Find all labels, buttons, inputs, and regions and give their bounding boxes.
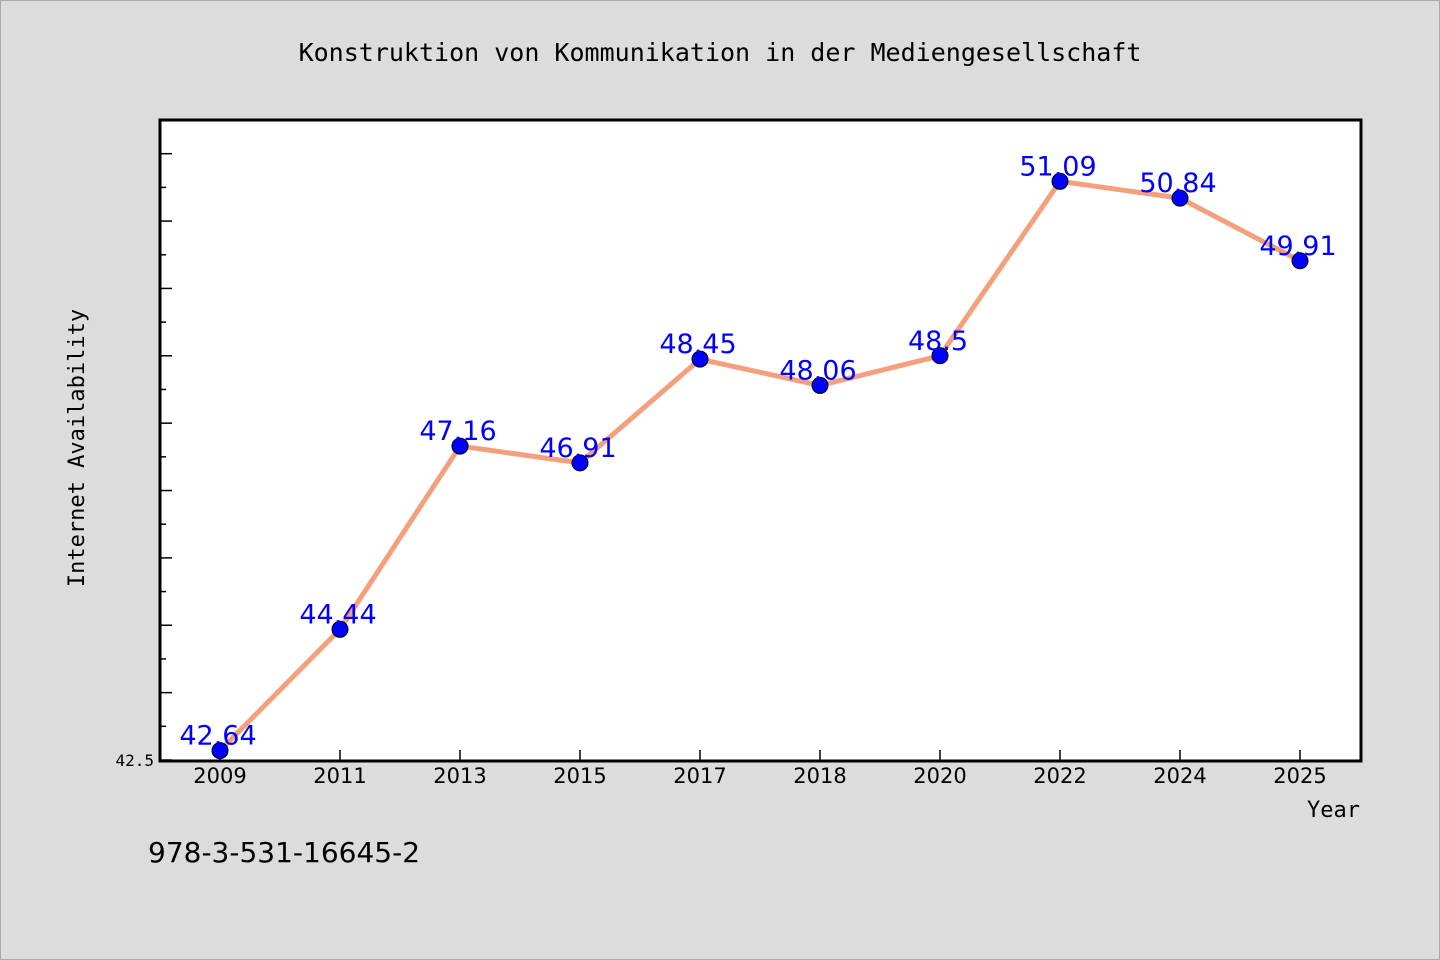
data-point (1051, 172, 1069, 190)
x-tick-label: 2015 (553, 764, 606, 788)
data-label: 42.64 (179, 721, 256, 752)
x-axis-title: Year (1307, 798, 1360, 823)
data-labels: 42.64 44.44 47.16 46.91 48.45 48.06 48.5 51.09 5… (179, 151, 1336, 751)
y-axis-title: Internet Availability (65, 309, 90, 587)
data-label: 48.06 (779, 355, 856, 386)
x-tick-label: 2018 (793, 764, 846, 788)
footer-isbn: 978-3-531-16645-2 (148, 836, 420, 869)
series-line (217, 178, 1303, 754)
x-tick-label: 2020 (913, 764, 966, 788)
data-point (691, 350, 709, 368)
data-label: 48.5 (908, 326, 968, 357)
data-point (1171, 189, 1189, 207)
y-axis-min-label: 42.5 (115, 751, 154, 770)
data-label: 46.91 (539, 433, 616, 464)
data-point (331, 620, 349, 638)
data-markers (211, 172, 1309, 760)
x-tick-label: 2025 (1273, 764, 1326, 788)
x-axis-ticks: 2009 2011 2013 2015 2017 2018 2020 2022 2024 2025 (193, 750, 1327, 788)
chart-title: Konstruktion von Kommunikation in der Me… (299, 38, 1142, 67)
x-tick-label: 2013 (433, 764, 486, 788)
data-label: 44.44 (299, 599, 376, 630)
data-label: 51.09 (1019, 151, 1096, 182)
data-point (811, 376, 829, 394)
data-point (931, 347, 949, 365)
x-tick-label: 2009 (193, 764, 246, 788)
data-label: 50.84 (1139, 168, 1216, 199)
x-tick-label: 2022 (1033, 764, 1086, 788)
data-point (451, 437, 469, 455)
y-axis-ticks (160, 119, 172, 761)
x-tick-label: 2011 (313, 764, 366, 788)
data-label: 47.16 (419, 416, 496, 447)
plot-area (158, 118, 1363, 763)
data-point (571, 454, 589, 472)
data-label: 48.45 (659, 329, 736, 360)
data-label: 49.91 (1259, 231, 1336, 262)
data-point (211, 742, 229, 760)
x-tick-label: 2017 (673, 764, 726, 788)
x-tick-label: 2024 (1153, 764, 1206, 788)
data-point (1291, 252, 1309, 270)
